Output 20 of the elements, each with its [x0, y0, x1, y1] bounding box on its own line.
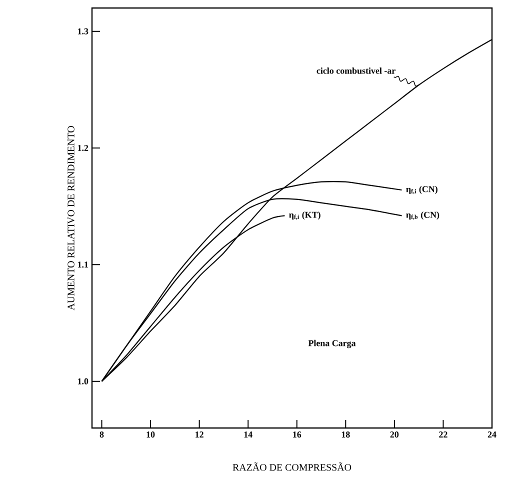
series-label: η$_{f,i}$ (KT) [289, 212, 320, 220]
y-tick-label: 1.0 [78, 378, 88, 384]
x-tick-label: 14 [244, 432, 252, 438]
x-tick-label: 12 [196, 432, 204, 438]
y-axis-title: AUMENTO RELATIVO DE RENDIMENTO [68, 126, 74, 310]
x-axis-title: RAZÃO DE COMPRESSÃO [232, 462, 352, 471]
y-tick-label: 1.2 [78, 144, 88, 152]
y-tick-label: 1.1 [78, 262, 88, 268]
x-tick-label: 24 [488, 432, 496, 438]
text: ciclo combustivel -ar [316, 67, 396, 74]
x-tick-label: 22 [439, 432, 448, 438]
annotation: Plena Carga [308, 340, 356, 348]
x-tick-label: 20 [390, 432, 399, 438]
x-tick-label: 8 [100, 432, 104, 438]
x-tick-label: 10 [146, 432, 155, 438]
x-tick-label: 16 [293, 432, 302, 438]
y-tick-label: 1.3 [78, 28, 88, 34]
series-label: η$_{f,b}$ (CN) [406, 212, 440, 220]
series-label: η$_{f,i}$ (CN) [406, 186, 438, 194]
x-tick-label: 18 [342, 432, 350, 438]
